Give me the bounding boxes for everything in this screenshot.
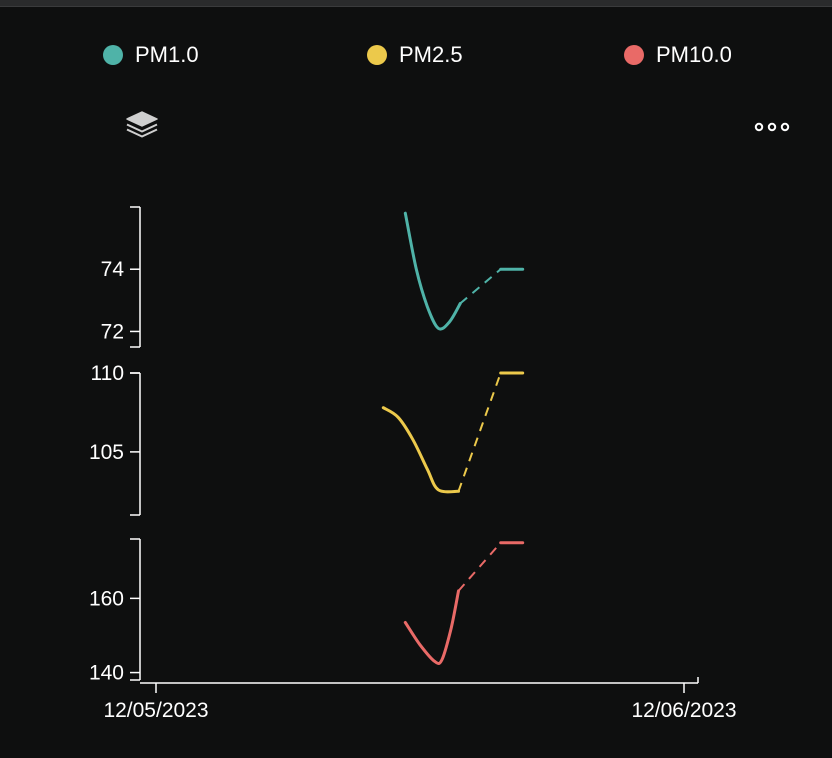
legend-label-pm25: PM2.5 [399, 42, 463, 67]
legend-dot-pm25 [367, 45, 387, 65]
y-tick-label-pm10-1: 74 [101, 258, 125, 281]
x-tick-label-0: 12/05/2023 [103, 699, 208, 722]
x-tick-label-1: 12/06/2023 [631, 699, 736, 722]
legend-label-pm10: PM10.0 [656, 42, 732, 67]
legend-dot-pm10 [624, 45, 644, 65]
legend-label-pm1: PM1.0 [135, 42, 199, 67]
y-tick-label-pm25-0: 105 [89, 441, 124, 464]
y-tick-label-pm10-0: 72 [101, 320, 124, 343]
y-tick-label-pm100-0: 140 [89, 662, 124, 685]
window-top-border [0, 0, 832, 7]
legend-item-pm10[interactable]: PM10.0 [624, 42, 732, 68]
series-gap-dashed-pm10 [459, 268, 502, 305]
more-options-icon[interactable] [752, 118, 794, 136]
chart-legend: PM1.0 PM2.5 PM10.0 [0, 38, 832, 74]
more-options-icon-svg [754, 122, 790, 132]
y-tick-label-pm25-1: 110 [91, 362, 124, 385]
layers-icon-svg [126, 111, 158, 138]
legend-item-pm1[interactable]: PM1.0 [103, 42, 199, 68]
series-gap-dashed-pm100 [457, 542, 502, 592]
series-line-pm10 [403, 211, 462, 331]
legend-item-pm25[interactable]: PM2.5 [367, 42, 463, 68]
layers-icon[interactable] [124, 110, 160, 142]
y-tick-label-pm100-1: 160 [89, 587, 124, 610]
series-gap-dashed-pm25 [457, 372, 502, 492]
series-line-pm25 [381, 406, 460, 494]
legend-dot-pm1 [103, 45, 123, 65]
series-line-pm100 [403, 589, 460, 666]
